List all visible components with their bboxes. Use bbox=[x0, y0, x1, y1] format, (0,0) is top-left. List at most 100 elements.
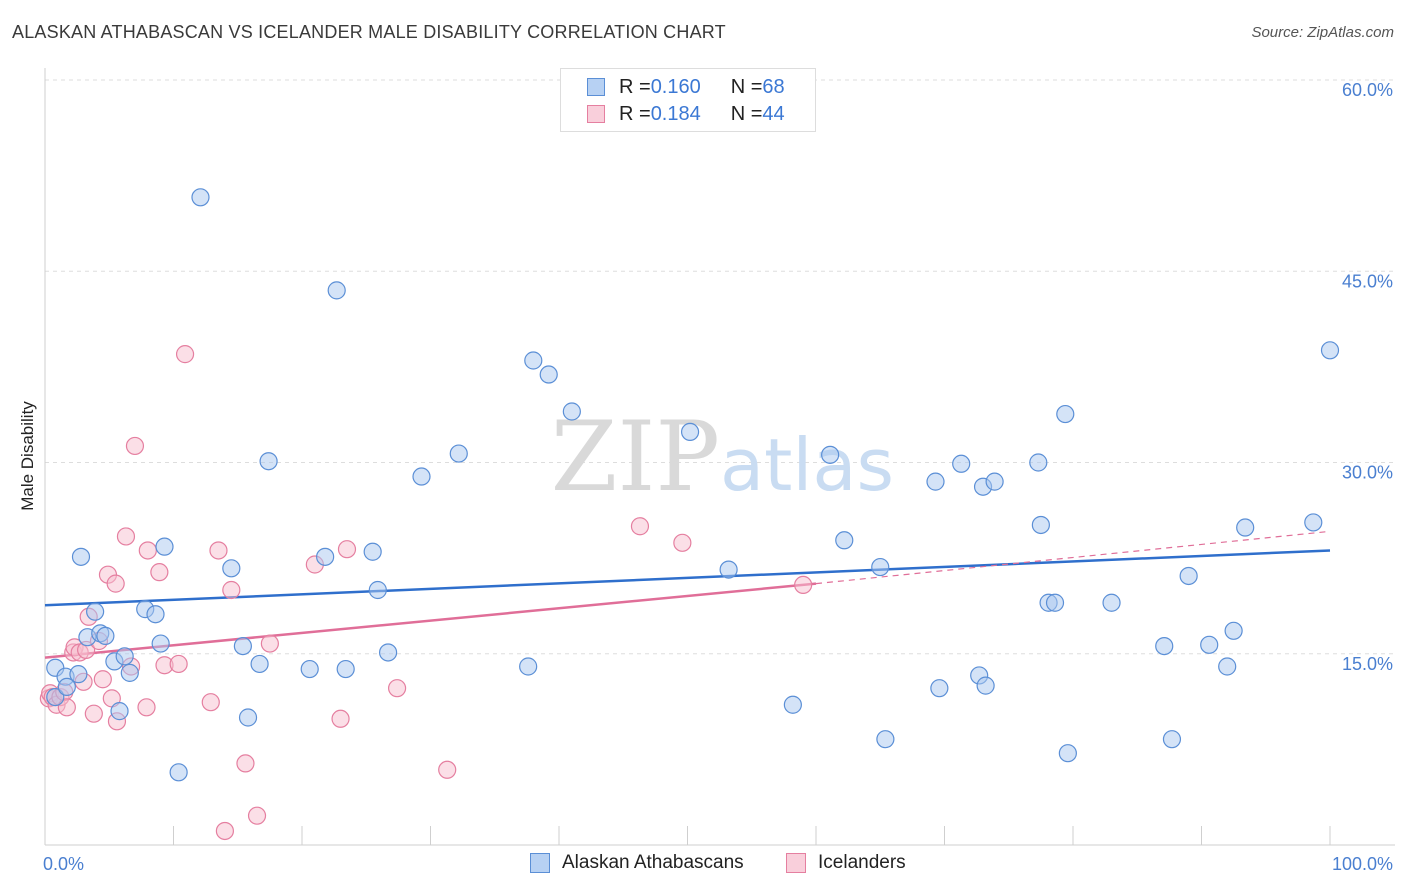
legend-n-label: N = bbox=[730, 102, 763, 125]
axes bbox=[44, 68, 1395, 846]
point-athabascan bbox=[926, 472, 945, 491]
point-athabascan bbox=[146, 605, 165, 624]
point-athabascan bbox=[233, 636, 252, 656]
point-athabascan bbox=[71, 547, 91, 566]
tick-labels: 15.0% 30.0% 45.0% 60.0% 0.0% 100.0% bbox=[43, 80, 1393, 874]
point-icelander bbox=[116, 527, 136, 546]
point-athabascan bbox=[238, 708, 258, 727]
legend-label: Icelanders bbox=[818, 852, 906, 873]
y-tick-label: 30.0% bbox=[1342, 463, 1393, 483]
point-athabascan bbox=[327, 281, 346, 300]
point-athabascan bbox=[96, 626, 115, 646]
point-athabascan bbox=[69, 665, 88, 684]
legend-r-label: R = bbox=[619, 102, 651, 125]
point-icelander bbox=[106, 574, 125, 593]
point-icelander bbox=[84, 704, 103, 723]
point-icelander bbox=[260, 634, 279, 653]
point-athabascan bbox=[191, 188, 210, 207]
point-athabascan bbox=[155, 537, 174, 556]
point-athabascan bbox=[876, 730, 895, 749]
point-athabascan bbox=[300, 659, 319, 679]
trend-line-icelanders-extension bbox=[815, 530, 1331, 585]
point-athabascan bbox=[783, 695, 802, 714]
x-tick-label: 100.0% bbox=[1332, 854, 1393, 874]
point-athabascan bbox=[259, 452, 278, 471]
point-athabascan bbox=[120, 663, 139, 682]
point-athabascan bbox=[363, 542, 382, 561]
point-icelander bbox=[247, 806, 267, 825]
point-icelander bbox=[57, 698, 76, 717]
point-athabascan bbox=[169, 763, 188, 782]
watermark-zip: ZIP bbox=[551, 401, 720, 513]
legend-r-value: 0.160 bbox=[650, 75, 701, 98]
legend-item-athabascans: Alaskan Athabascans bbox=[530, 852, 744, 874]
legend-swatch-blue bbox=[530, 853, 550, 873]
point-athabascan bbox=[57, 677, 76, 697]
point-icelander bbox=[438, 760, 457, 779]
point-icelander bbox=[209, 541, 228, 560]
legend-swatch-blue bbox=[587, 78, 605, 96]
point-athabascan bbox=[46, 687, 65, 707]
point-icelander bbox=[137, 698, 156, 717]
legend-row-icelander: R = 0.184 N = 44 bbox=[587, 102, 785, 126]
legend-r-label: R = bbox=[619, 75, 651, 98]
chart-title: ALASKAN ATHABASCAN VS ICELANDER MALE DIS… bbox=[12, 22, 726, 42]
point-athabascan bbox=[1200, 635, 1219, 654]
source-label: Source: ZipAtlas.com bbox=[1251, 24, 1394, 41]
point-icelander bbox=[387, 679, 407, 698]
legend-n-value: 68 bbox=[762, 75, 785, 98]
point-athabascan bbox=[680, 422, 700, 441]
legend-label: Alaskan Athabascans bbox=[562, 852, 744, 873]
point-athabascan bbox=[562, 402, 581, 421]
point-athabascan bbox=[821, 445, 840, 464]
point-icelander bbox=[673, 533, 692, 552]
point-athabascan bbox=[1155, 636, 1174, 656]
point-athabascan bbox=[1029, 453, 1048, 472]
point-athabascan bbox=[151, 634, 170, 653]
y-tick-label: 45.0% bbox=[1342, 271, 1393, 291]
point-athabascan bbox=[412, 467, 431, 486]
legend-n-label: N = bbox=[730, 75, 763, 98]
point-athabascan bbox=[1320, 341, 1340, 360]
point-icelander bbox=[169, 654, 188, 674]
y-tick-label: 15.0% bbox=[1342, 654, 1393, 674]
point-athabascan bbox=[1236, 518, 1255, 537]
point-athabascan bbox=[1102, 593, 1121, 612]
point-athabascan bbox=[1179, 566, 1198, 586]
point-athabascan bbox=[1162, 730, 1182, 749]
x-tick-label: 0.0% bbox=[43, 854, 84, 874]
point-athabascan bbox=[1058, 744, 1077, 763]
point-athabascan bbox=[930, 679, 949, 698]
point-icelander bbox=[150, 563, 169, 582]
point-athabascan bbox=[1045, 593, 1065, 612]
legend-n-value: 44 bbox=[762, 102, 785, 125]
point-athabascan bbox=[1031, 515, 1050, 535]
legend-row-athabascan: R = 0.160 N = 68 bbox=[587, 75, 785, 99]
point-athabascan bbox=[250, 654, 269, 674]
point-athabascan bbox=[519, 657, 538, 676]
point-athabascan bbox=[1218, 657, 1237, 676]
legend-item-icelanders: Icelanders bbox=[786, 852, 906, 874]
point-athabascan bbox=[368, 580, 387, 600]
point-athabascan bbox=[1224, 621, 1243, 640]
point-athabascan bbox=[86, 602, 105, 621]
point-icelander bbox=[215, 821, 234, 841]
legend-swatch-pink bbox=[587, 105, 605, 123]
correlation-legend: R = 0.160 N = 68 R = 0.184 N = 44 bbox=[560, 68, 816, 132]
point-athabascan bbox=[222, 559, 241, 578]
trend-line-athabascans bbox=[44, 549, 1331, 607]
point-athabascan bbox=[985, 472, 1004, 491]
point-athabascan bbox=[719, 560, 738, 579]
point-icelander bbox=[93, 670, 112, 689]
point-athabascan bbox=[378, 643, 398, 662]
point-icelander bbox=[630, 517, 650, 536]
point-icelander bbox=[201, 693, 220, 712]
point-athabascan bbox=[316, 547, 335, 566]
legend-swatch-pink bbox=[786, 853, 806, 873]
point-icelander bbox=[138, 541, 157, 560]
point-athabascan bbox=[110, 702, 129, 721]
point-icelander bbox=[337, 540, 357, 559]
point-icelander bbox=[222, 580, 241, 600]
y-tick-label: 60.0% bbox=[1342, 80, 1393, 100]
